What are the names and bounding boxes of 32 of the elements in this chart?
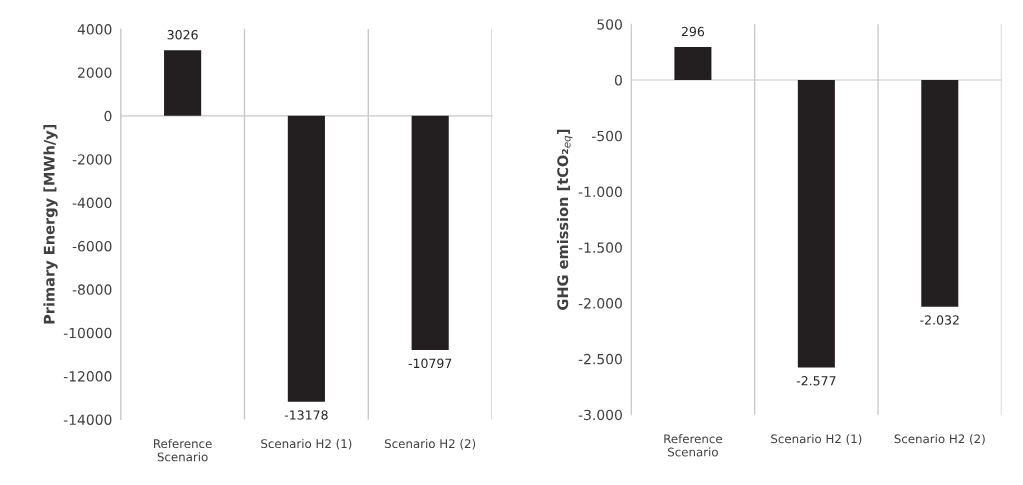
x-tick-label: Scenario H2 (1): [771, 434, 862, 445]
y-tick-label: -2000: [72, 154, 112, 165]
y-tick-label: -10000: [63, 327, 112, 339]
y-tick-label: -3.000: [578, 409, 622, 421]
y-tick-label: -1.500: [578, 242, 622, 253]
x-tick-label: Reference Scenario: [154, 438, 212, 462]
y-tick-label: 500: [597, 19, 622, 30]
y-tick-label: -12000: [63, 371, 112, 382]
y-tick-label: -6000: [72, 240, 112, 252]
y-tick-label: -14000: [63, 414, 112, 425]
y-axis-title: Primary Energy [MWh/y]: [43, 124, 58, 324]
data-label: -10797: [408, 358, 452, 369]
y-tick-label: -4000: [72, 197, 112, 209]
y-tick-label: -1.000: [578, 186, 622, 198]
x-tick-label: Scenario H2 (2): [894, 434, 985, 445]
x-tick-label: Reference Scenario: [664, 434, 722, 457]
data-label: -2.577: [796, 376, 836, 386]
y-tick-label: 4000: [77, 24, 112, 35]
y-tick-label: -8000: [72, 284, 112, 295]
y-tick-label: 0: [104, 110, 112, 122]
data-label: -13178: [284, 410, 328, 420]
data-label: 296: [681, 26, 705, 37]
x-tick-label: Scenario H2 (2): [384, 438, 476, 450]
y-axis-title: GHG emission [tCO₂$_{eq}$]: [556, 129, 573, 310]
y-tick-label: 2000: [78, 67, 112, 78]
y-tick-label: -2.500: [578, 353, 622, 365]
y-tick-label: -2.000: [578, 298, 622, 309]
y-tick-label: 0: [614, 74, 622, 86]
x-tick-label: Scenario H2 (1): [261, 438, 352, 450]
data-label: -2.032: [920, 315, 959, 325]
data-label: 3026: [167, 30, 198, 40]
y-tick-label: -500: [592, 130, 622, 142]
